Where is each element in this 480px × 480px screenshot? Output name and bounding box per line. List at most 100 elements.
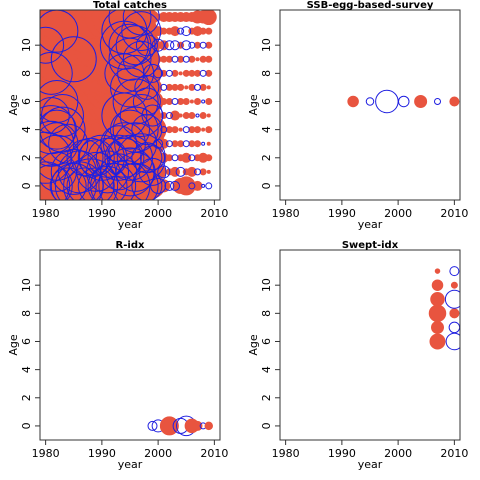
x-axis-label: year <box>118 218 143 231</box>
bubble-group <box>147 415 213 437</box>
y-tick-label: 2 <box>20 394 33 401</box>
y-axis-label: Age <box>7 94 20 116</box>
negative-residual-bubble <box>171 97 179 105</box>
negative-residual-bubble <box>165 112 173 120</box>
negative-residual-bubble <box>199 69 207 77</box>
y-tick-label: 6 <box>260 338 273 345</box>
x-axis-label: year <box>118 458 143 471</box>
negative-residual-bubble <box>150 177 167 194</box>
positive-residual-bubble <box>192 180 203 191</box>
positive-residual-bubble <box>170 110 180 121</box>
positive-residual-bubble <box>347 95 359 108</box>
positive-residual-bubble <box>449 96 460 107</box>
negative-residual-bubble <box>201 141 206 146</box>
positive-residual-bubble <box>428 304 447 323</box>
positive-residual-bubble <box>204 421 213 431</box>
positive-residual-bubble <box>159 416 179 436</box>
positive-residual-bubble <box>449 308 460 319</box>
positive-residual-bubble <box>182 112 190 120</box>
positive-residual-bubble <box>188 140 196 148</box>
bubble-group <box>40 10 217 200</box>
positive-residual-bubble <box>186 166 197 177</box>
negative-residual-bubble <box>48 123 89 164</box>
negative-residual-bubble <box>194 83 201 91</box>
negative-residual-bubble <box>448 321 460 334</box>
negative-residual-bubble <box>86 150 129 194</box>
negative-residual-bubble <box>165 69 173 77</box>
negative-residual-bubble <box>171 55 179 63</box>
y-tick-label: 4 <box>260 366 273 373</box>
positive-residual-bubble <box>205 41 213 49</box>
x-tick-label: 1990 <box>328 447 356 460</box>
negative-residual-bubble <box>194 168 201 176</box>
negative-residual-bubble <box>445 332 460 351</box>
negative-residual-bubble <box>40 51 73 95</box>
positive-residual-bubble <box>184 85 189 90</box>
negative-residual-bubble <box>40 26 65 64</box>
positive-residual-bubble <box>450 281 458 289</box>
positive-residual-bubble <box>188 112 196 120</box>
positive-residual-bubble <box>194 140 201 148</box>
positive-residual-bubble <box>199 112 207 120</box>
positive-residual-bubble <box>189 99 194 104</box>
positive-residual-bubble <box>205 126 213 134</box>
negative-residual-bubble <box>398 95 410 108</box>
positive-residual-bubble <box>170 166 180 177</box>
y-tick-label: 0 <box>20 422 33 429</box>
negative-residual-bubble <box>116 133 166 183</box>
negative-residual-bubble <box>122 40 160 78</box>
negative-residual-bubble <box>164 180 175 191</box>
negative-residual-bubble <box>95 134 142 181</box>
negative-residual-bubble <box>165 140 173 148</box>
y-tick-label: 8 <box>260 70 273 77</box>
negative-residual-bubble <box>101 10 148 55</box>
negative-residual-bubble <box>40 164 73 200</box>
negative-residual-bubble <box>199 41 207 49</box>
negative-residual-bubble <box>66 139 104 177</box>
x-tick-label: 2010 <box>440 447 468 460</box>
positive-residual-bubble <box>194 126 201 134</box>
positive-residual-bubble <box>205 69 213 77</box>
y-tick-label: 10 <box>20 38 33 52</box>
negative-residual-bubble <box>77 139 115 177</box>
positive-residual-bubble <box>199 168 207 176</box>
positive-residual-bubble <box>165 97 173 105</box>
positive-residual-bubble <box>199 27 207 35</box>
negative-residual-bubble <box>164 40 175 51</box>
negative-residual-bubble <box>181 40 192 51</box>
negative-residual-bubble <box>195 113 200 118</box>
negative-residual-bubble <box>151 38 165 52</box>
negative-residual-bubble <box>49 167 87 200</box>
negative-residual-bubble <box>40 79 79 123</box>
x-tick-label: 1980 <box>272 207 300 220</box>
positive-residual-bubble <box>177 97 185 105</box>
negative-residual-bubble <box>121 11 162 52</box>
negative-residual-bubble <box>170 180 180 191</box>
y-tick-label: 10 <box>260 278 273 292</box>
positive-residual-bubble <box>160 27 168 35</box>
negative-residual-bubble <box>375 89 399 114</box>
y-tick-label: 4 <box>260 126 273 133</box>
x-tick-label: 1980 <box>32 207 60 220</box>
x-tick-label: 2000 <box>384 207 412 220</box>
negative-residual-bubble <box>40 109 77 150</box>
positive-residual-bubble <box>206 141 211 146</box>
positive-residual-bubble <box>205 55 213 63</box>
negative-residual-bubble <box>40 106 86 153</box>
negative-residual-bubble <box>153 68 164 79</box>
positive-residual-bubble <box>414 94 428 108</box>
y-axis-label: Age <box>247 94 260 116</box>
positive-residual-bubble <box>194 41 201 49</box>
negative-residual-bubble <box>143 63 162 83</box>
negative-residual-bubble <box>182 55 190 63</box>
negative-residual-bubble <box>171 154 179 162</box>
negative-residual-bubble <box>141 104 164 127</box>
panel-4: 1980 1990 2000 2010 0 2 4 6 8 10 Swept-idx year Age <box>247 240 468 471</box>
y-tick-label: 8 <box>20 310 33 317</box>
negative-residual-bubble <box>188 154 196 162</box>
chart-title: Total catches <box>93 0 167 11</box>
positive-residual-bubble <box>206 113 211 118</box>
x-axis-label: year <box>358 218 383 231</box>
negative-residual-bubble <box>108 23 152 67</box>
